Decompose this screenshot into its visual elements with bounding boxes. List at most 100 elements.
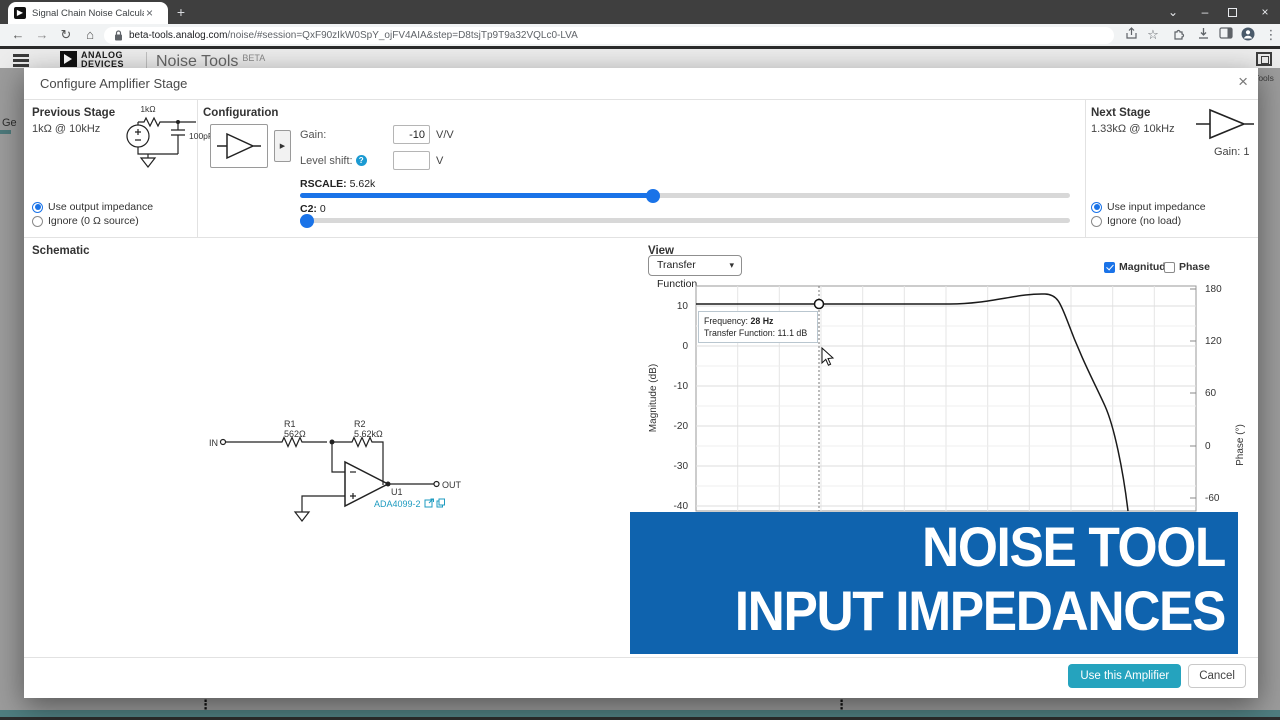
site-favicon-icon: ▶	[14, 7, 26, 19]
svg-text:-60: -60	[1205, 493, 1220, 504]
tooltip-frequency-label: Frequency:	[704, 316, 749, 326]
phase-checkbox-row[interactable]: Phase	[1164, 261, 1210, 273]
footer-ellipsis: ⋮	[835, 697, 848, 712]
video-banner: NOISE TOOL INPUT IMPEDANCES	[630, 512, 1238, 654]
transfer-function-chart[interactable]: 10 0 -10 -20 -30 -40 180 120 60 0 -60 Ma…	[640, 278, 1258, 520]
schematic-diagram: IN R1 562Ω R2 5.62kΩ OUT U1 ADA4099-2	[209, 419, 462, 522]
previous-stage-circuit: 1kΩ 100pF	[126, 104, 213, 168]
level-shift-label: Level shift: ?	[300, 155, 367, 167]
radio-unselected-icon[interactable]	[1091, 215, 1102, 227]
radio-label: Ignore (0 Ω source)	[48, 215, 139, 227]
radio-ignore-source[interactable]: Ignore (0 Ω source)	[32, 215, 139, 227]
tooltip-tf-value: 11.1 dB	[777, 328, 808, 338]
r2-value: 5.62kΩ	[354, 429, 383, 439]
tab-title: Signal Chain Noise Calculator | P	[32, 7, 144, 19]
url-text: beta-tools.analog.com/noise/#session=QxF…	[129, 30, 578, 41]
use-this-amplifier-button[interactable]: Use this Amplifier	[1068, 664, 1182, 688]
profile-avatar[interactable]	[1239, 27, 1257, 43]
copy-icon[interactable]	[436, 498, 445, 508]
svg-text:10: 10	[677, 301, 689, 312]
browser-toolbar: ← → ↻ ⌂ beta-tools.analog.com/noise/#ses…	[0, 24, 1280, 46]
chart-cursor-marker	[813, 298, 825, 310]
left-tab-indicator	[0, 130, 11, 134]
tools-menu[interactable]: Tools	[1250, 52, 1278, 83]
external-link-icon[interactable]	[424, 498, 434, 508]
url-domain: beta-tools.analog.com	[129, 29, 228, 41]
rscale-slider-fill	[300, 193, 653, 198]
gain-input[interactable]	[393, 125, 430, 144]
window-close-button[interactable]: ×	[1261, 5, 1269, 19]
new-tab-button[interactable]: +	[176, 4, 186, 20]
amplifier-expand-button[interactable]: ▶	[274, 130, 291, 162]
extensions-puzzle-icon[interactable]	[1170, 27, 1188, 43]
svg-text:180: 180	[1205, 284, 1222, 295]
page-header: ANALOG DEVICES Noise Tools BETA	[0, 49, 1280, 68]
bookmark-star-icon[interactable]: ☆	[1147, 27, 1159, 42]
lock-icon	[115, 29, 122, 40]
help-icon[interactable]: ?	[355, 155, 367, 166]
brand-bottom: DEVICES	[81, 59, 125, 69]
share-icon[interactable]	[1122, 27, 1140, 43]
tab-close-icon[interactable]: ×	[146, 6, 154, 20]
radio-selected-icon[interactable]	[32, 201, 43, 213]
page-footer-accent	[0, 710, 1280, 717]
svg-text:-40: -40	[674, 501, 689, 512]
footer-ellipsis: ⋮	[199, 697, 212, 712]
configure-amplifier-modal: Configure Amplifier Stage × Previous Sta…	[24, 68, 1258, 698]
view-title: View	[648, 245, 674, 257]
next-stage-gain: Gain: 1	[1214, 146, 1250, 158]
tab-search-chevron-icon[interactable]: ⌄	[1167, 5, 1179, 19]
u1-part-link[interactable]: ADA4099-2	[374, 499, 421, 509]
rscale-slider-thumb[interactable]	[646, 188, 660, 203]
back-button[interactable]: ←	[11, 27, 25, 42]
url-path: /noise/#session=QxF90zIkW0SpY_ojFV4AIA&s…	[227, 29, 578, 41]
radio-ignore-no-load[interactable]: Ignore (no load)	[1091, 215, 1181, 227]
radio-use-output-impedance[interactable]: Use output impedance	[32, 201, 153, 213]
beta-badge: BETA	[242, 53, 266, 63]
gain-label: Gain:	[300, 129, 327, 141]
previous-stage-title: Previous Stage	[32, 107, 116, 119]
tooltip-tf-label: Transfer Function:	[704, 328, 776, 338]
radio-unselected-icon[interactable]	[32, 215, 43, 227]
hamburger-menu-icon[interactable]	[13, 54, 29, 68]
level-shift-input[interactable]	[393, 151, 430, 170]
radio-label: Use output impedance	[48, 201, 154, 213]
next-stage-impedance: 1.33kΩ @ 10kHz	[1091, 123, 1175, 135]
address-bar[interactable]: beta-tools.analog.com/noise/#session=QxF…	[104, 26, 1114, 44]
tools-label: Tools	[1254, 73, 1274, 83]
banner-line2: INPUT IMPEDANCES	[734, 579, 1227, 642]
reload-button[interactable]: ↻	[60, 27, 72, 42]
browser-tab[interactable]: ▶ Signal Chain Noise Calculator | P ×	[8, 2, 168, 24]
header-divider	[146, 52, 147, 68]
c2-label: C2: 0	[300, 203, 326, 215]
c2-slider-track[interactable]	[300, 213, 1070, 228]
download-icon[interactable]	[1194, 27, 1212, 43]
radio-selected-icon[interactable]	[1091, 201, 1102, 213]
view-dropdown[interactable]: Transfer Function ▾	[648, 255, 742, 290]
amplifier-symbol-icon	[217, 132, 261, 160]
phase-checkbox[interactable]	[1164, 261, 1175, 273]
rscale-slider-track[interactable]	[300, 188, 1070, 203]
radio-label: Ignore (no load)	[1107, 215, 1182, 227]
svg-text:60: 60	[1205, 388, 1217, 399]
svg-text:120: 120	[1205, 336, 1222, 347]
window-maximize-button[interactable]	[1228, 8, 1237, 17]
c-label: 100pF	[189, 131, 213, 141]
cancel-button[interactable]: Cancel	[1188, 664, 1246, 688]
magnitude-curve	[696, 293, 1129, 512]
side-panel-icon[interactable]	[1217, 27, 1235, 43]
home-button[interactable]: ⌂	[86, 27, 94, 42]
amplifier-type-button[interactable]	[210, 124, 268, 168]
r2-name: R2	[354, 419, 366, 429]
magnitude-checkbox[interactable]	[1104, 261, 1115, 273]
window-minimize-button[interactable]: –	[1201, 5, 1209, 19]
magnitude-checkbox-row[interactable]: Magnitude	[1104, 261, 1172, 273]
in-label: IN	[209, 438, 218, 448]
c2-slider-thumb[interactable]	[300, 213, 314, 228]
forward-button[interactable]: →	[35, 27, 49, 42]
browser-menu-kebab-icon[interactable]: ⋮	[1264, 27, 1278, 42]
modal-close-icon[interactable]: ×	[1238, 72, 1248, 91]
view-dropdown-value: Transfer Function	[657, 259, 698, 290]
radio-use-input-impedance[interactable]: Use input impedance	[1091, 201, 1206, 213]
svg-text:0: 0	[1205, 441, 1211, 452]
